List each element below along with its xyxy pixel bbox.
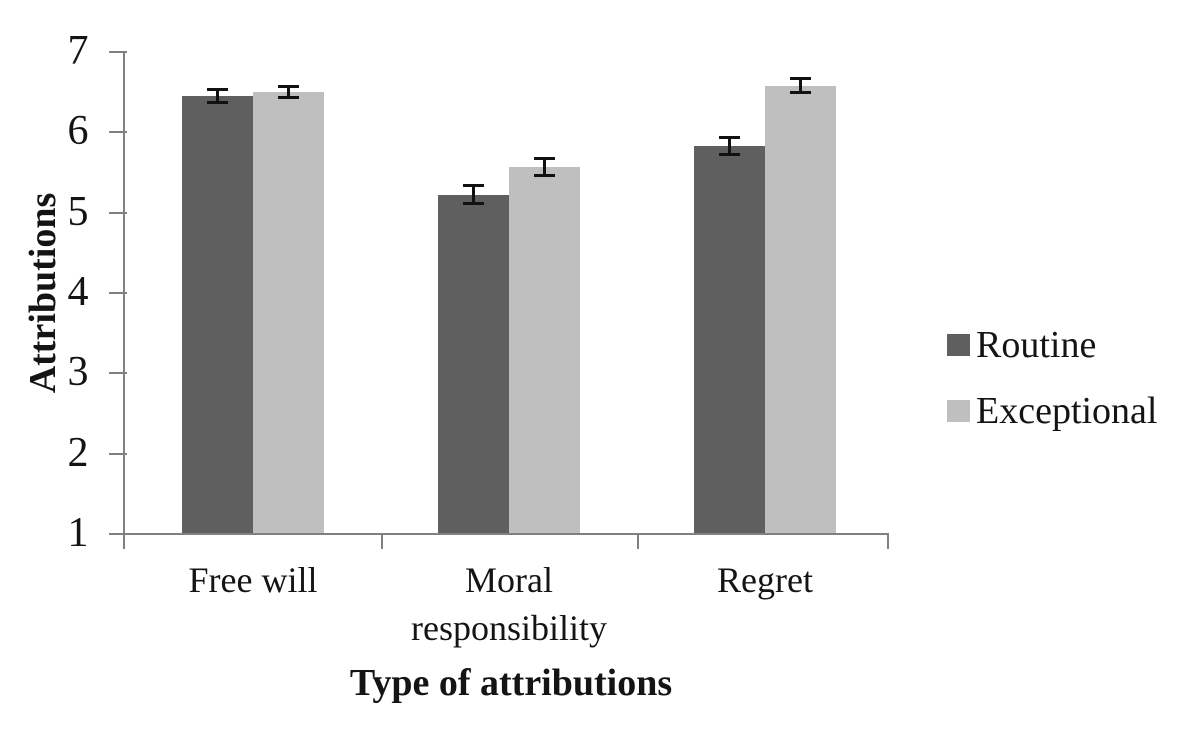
error-bar-cap-bottom (463, 202, 484, 206)
y-tick-mark (109, 51, 127, 53)
y-tick-mark (109, 131, 127, 134)
x-tick-mark (887, 535, 889, 549)
x-tick-label-1: Moral responsibility (411, 560, 607, 648)
y-tick-label: 5 (67, 188, 89, 235)
error-bar-whisker (216, 88, 219, 104)
x-tick-label-2: Regret (717, 560, 813, 600)
error-bar-whisker (543, 157, 546, 176)
legend-label: Routine (976, 324, 1097, 366)
legend-swatch-icon (947, 400, 970, 422)
error-bar-cap-bottom (278, 96, 299, 100)
x-tick-mark (637, 535, 639, 549)
error-bar-cap-bottom (719, 152, 740, 156)
bar-routine-2 (694, 145, 765, 533)
x-tick-label-0: Free will (188, 560, 318, 600)
y-tick-mark (109, 292, 127, 294)
error-bar-cap-top (534, 156, 555, 160)
bar-routine-0 (182, 95, 253, 533)
error-bar-cap-top (463, 184, 484, 188)
y-tick-mark (109, 452, 127, 455)
bar-exceptional-0 (253, 91, 324, 533)
bar-exceptional-1 (509, 166, 580, 533)
error-bar-cap-top (790, 77, 811, 81)
bar-exceptional-2 (765, 85, 836, 533)
y-tick-label: 3 (67, 349, 89, 396)
error-bar-whisker (799, 78, 802, 93)
legend-label: Exceptional (976, 390, 1158, 432)
bar-routine-1 (438, 194, 509, 533)
x-tick-mark (123, 535, 125, 549)
legend: Routine Exceptional (947, 322, 1157, 454)
y-tick-mark (109, 533, 127, 535)
y-tick-label: 1 (67, 510, 89, 556)
y-tick-mark (109, 372, 127, 375)
legend-item-exceptional: Exceptional (947, 388, 1157, 434)
x-tick-mark (381, 535, 383, 549)
error-bar-cap-top (278, 84, 299, 88)
error-bar-cap-bottom (790, 90, 811, 94)
x-axis-title: Type of attributions (349, 662, 673, 704)
y-tick-label: 2 (67, 429, 89, 476)
error-bar-whisker (287, 85, 290, 99)
error-bar-cap-top (207, 87, 228, 91)
error-bar-whisker (728, 136, 731, 155)
error-bar-cap-bottom (534, 173, 555, 177)
y-tick-label: 7 (67, 28, 89, 74)
legend-item-routine: Routine (947, 322, 1157, 368)
y-tick-label: 4 (67, 269, 89, 315)
error-bar-whisker (472, 185, 475, 205)
legend-swatch-icon (947, 334, 970, 356)
y-tick-mark (109, 211, 127, 214)
error-bar-cap-top (719, 135, 740, 139)
y-tick-label: 6 (67, 108, 89, 155)
x-axis-line (123, 533, 889, 535)
error-bar-cap-bottom (207, 101, 228, 105)
